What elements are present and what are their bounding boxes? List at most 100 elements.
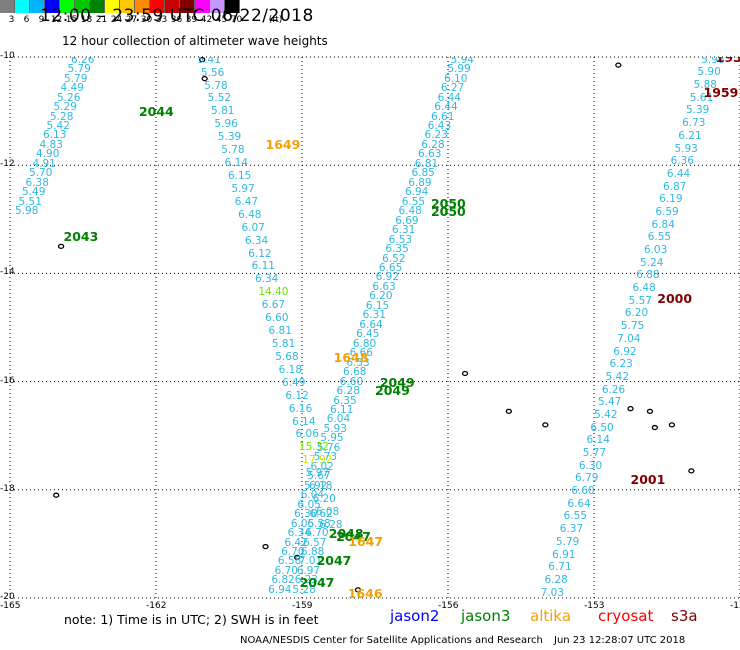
wave-height-value: 6.47	[234, 195, 259, 208]
wave-height-value: 6.88	[300, 546, 325, 558]
legend-bin-label: 6	[23, 15, 30, 25]
wave-height-value: 6.60	[571, 485, 595, 498]
footer-credit: NOAA/NESDIS Center for Satellite Applica…	[240, 635, 543, 646]
wave-height-value: 6.60	[265, 312, 289, 325]
wave-height-value: 6.23	[424, 129, 448, 142]
wave-height-value: 6.81	[414, 157, 439, 170]
pass-number-label: 2047	[316, 553, 352, 569]
lat-tick-label: -14	[0, 267, 15, 278]
wave-height-value: 6.42	[284, 536, 308, 549]
pass-number-label: 2049	[379, 374, 415, 390]
wave-height-value: 6.59	[655, 205, 679, 218]
island-marker	[615, 62, 622, 68]
wave-height-value: 5.52	[207, 92, 232, 105]
wave-height-value: 6.34	[287, 527, 312, 540]
mission-label-cryosat: cryosat	[598, 607, 654, 625]
legend-swatch	[225, 0, 240, 13]
wave-height-value: 5.90	[697, 66, 721, 79]
pass-number-label: 2048	[328, 526, 364, 542]
wave-height-value: 6.36	[670, 155, 695, 168]
wave-height-value: 7.03	[540, 586, 565, 598]
island-marker	[354, 587, 362, 593]
wave-height-value: 6.70	[274, 564, 298, 577]
lat-tick-label: -20	[0, 592, 15, 602]
wave-height-value: 6.23	[609, 358, 633, 371]
lon-tick-label: -159	[292, 601, 313, 611]
legend-swatch	[45, 0, 60, 13]
wave-height-value: 6.94	[268, 583, 292, 596]
wave-height-value: 6.91	[552, 548, 576, 561]
map-plot-area: 6.26 5.79 5.79 4.49 5.26 5.29 5.28 5.42 6.13 4.83…	[10, 57, 740, 598]
wave-height-value: 6.87	[662, 180, 687, 193]
island-marker	[262, 543, 269, 550]
wave-height-value: 6.89	[408, 176, 432, 189]
wave-height-value: 5.92	[303, 479, 328, 492]
island-marker	[505, 408, 512, 415]
legend-bin-label: 39	[185, 15, 198, 25]
lat-tick-label: -16	[0, 375, 15, 386]
wave-height-value: 6.84	[651, 218, 675, 231]
legend-swatch	[195, 0, 210, 13]
wave-height-value: 6.66	[349, 347, 373, 360]
wave-height-value: 5.70	[29, 167, 53, 180]
wave-height-value: 6.88	[636, 269, 660, 282]
wave-height-value: 5.42	[46, 119, 70, 132]
wave-height-value: 6.23	[294, 574, 318, 587]
map-title: 12:00 – 23:59 UTC 06/22/2018	[40, 6, 314, 26]
wave-height-value: 6.55	[563, 510, 587, 523]
wave-height-value: 6.14	[292, 415, 316, 428]
wave-height-value: 6.34	[244, 234, 269, 247]
wave-height-value: 6.03	[643, 244, 668, 257]
wave-height-value: 6.45	[356, 328, 380, 341]
wave-height-value: 6.62	[309, 508, 333, 521]
wave-height-value: 6.10	[444, 72, 468, 85]
wave-height-value: 5.97	[305, 467, 330, 480]
footer-timestamp: Jun 23 12:28:07 UTC 2018	[554, 635, 686, 646]
legend-bin-label: 36	[170, 15, 183, 25]
wave-height-value: 4.91	[32, 157, 56, 170]
island-marker	[461, 370, 469, 377]
wave-height-value: 6.80	[352, 337, 377, 350]
wave-height-value: 6.05	[297, 498, 321, 511]
legend-bin-label: 30	[140, 15, 153, 25]
wave-height-value: 6.52	[382, 252, 406, 265]
wave-height-value: 6.58	[277, 555, 302, 568]
lon-tick-label: -165	[0, 601, 21, 611]
legend-swatch	[210, 0, 225, 13]
wave-height-value: 5.95	[320, 432, 344, 445]
wave-height-value: 6.48	[398, 205, 422, 218]
legend-swatch	[165, 0, 180, 13]
wave-height-value: 6.61	[431, 110, 455, 123]
wave-height-value: 6.08	[315, 506, 340, 519]
wave-height-value: 6.58	[307, 517, 331, 530]
wave-height-value: 4.49	[60, 82, 84, 95]
wave-height-value: 4.83	[39, 138, 63, 151]
wave-height-value: 5.39	[217, 131, 242, 144]
legend-swatch	[15, 0, 30, 13]
wave-height-value: 6.20	[624, 307, 649, 320]
wave-height-value: 6.71	[548, 561, 572, 574]
island-marker	[53, 492, 60, 498]
island-marker	[668, 422, 676, 428]
pass-number-label: 1959	[703, 85, 739, 101]
legend-swatch	[90, 0, 105, 13]
wave-height-value: 5.75	[620, 320, 645, 333]
mission-label-jason2: jason2	[390, 607, 440, 625]
pass-number-label: 1647	[348, 534, 384, 550]
wave-height-value: 6.35	[333, 394, 357, 407]
wave-height-value: 5.28	[50, 110, 74, 123]
wave-height-value: 5.79	[64, 72, 88, 85]
wave-height-value: 6.07	[241, 221, 265, 234]
pass-number-label: 1649	[265, 136, 301, 152]
wave-height-value: 6.48	[632, 282, 656, 295]
pass-number-label: 2043	[63, 228, 99, 244]
pass-number-label: 2047	[299, 574, 335, 590]
wave-height-value: 5.96	[701, 57, 725, 66]
wave-height-value: 6.57	[303, 536, 327, 549]
wave-height-value: 6.44	[437, 91, 461, 104]
legend-swatch	[60, 0, 75, 13]
wave-height-value: 6.12	[248, 247, 272, 260]
wave-height-value: 6.38	[25, 176, 49, 189]
pass-number-label: 2049	[375, 382, 410, 398]
